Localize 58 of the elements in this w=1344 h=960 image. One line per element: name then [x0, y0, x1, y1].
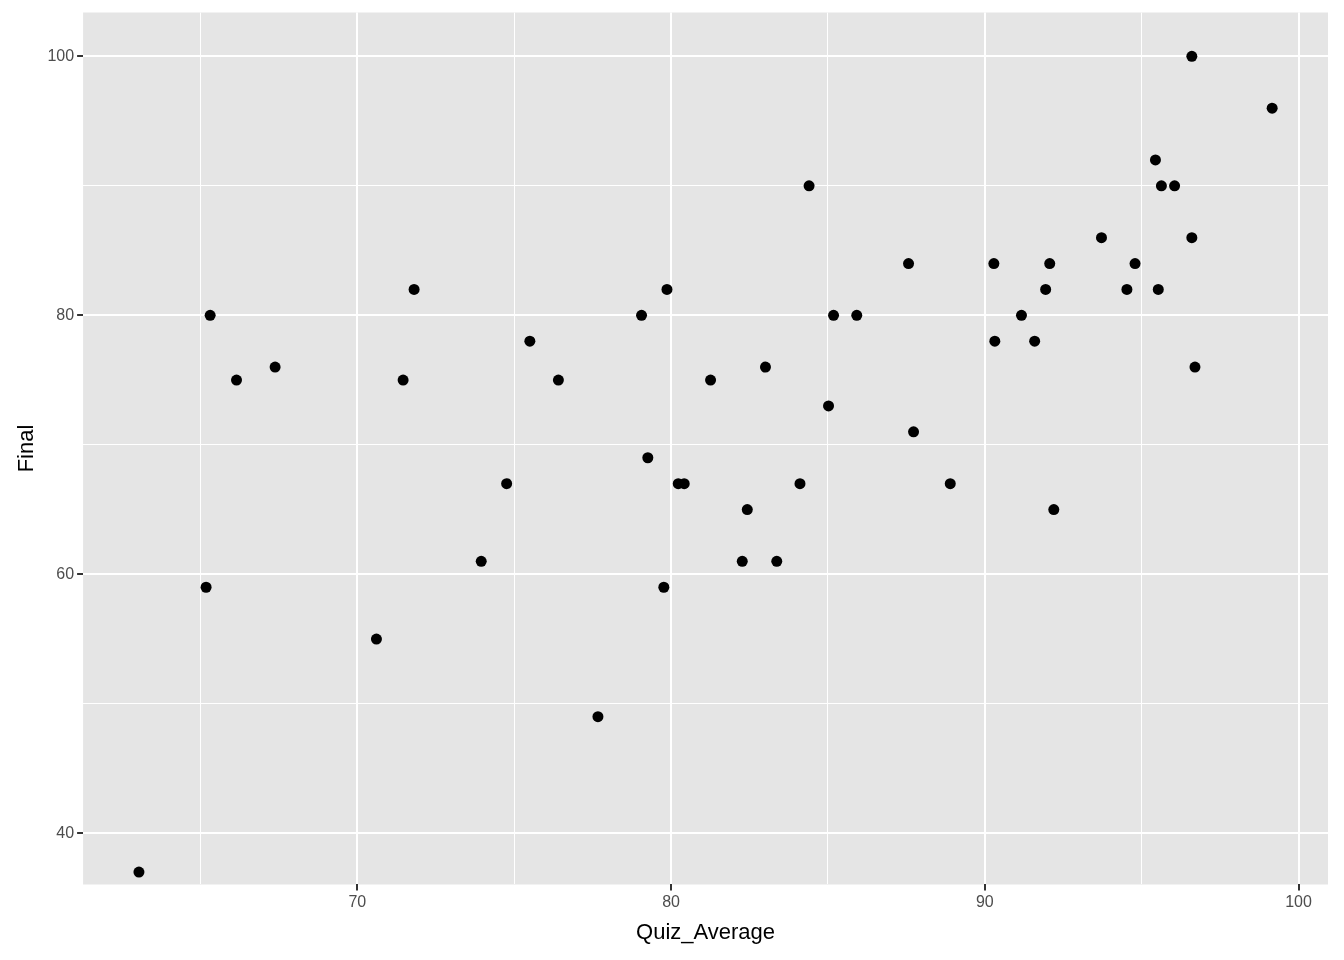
point — [741, 504, 753, 516]
point — [803, 180, 815, 192]
point — [1015, 309, 1027, 321]
point — [828, 309, 840, 321]
x-tick-label: 90 — [975, 893, 994, 911]
point — [1186, 50, 1198, 62]
point — [1129, 258, 1141, 270]
x-tick-label: 70 — [348, 893, 367, 911]
point — [642, 452, 654, 464]
point — [1152, 283, 1164, 295]
y-tick-label: 80 — [56, 305, 75, 323]
x-axis-title: Quiz_Average — [636, 918, 776, 944]
point — [269, 361, 281, 373]
point — [759, 361, 771, 373]
point — [1044, 258, 1056, 270]
point — [1186, 232, 1198, 244]
point — [200, 581, 212, 593]
y-tick-label: 40 — [56, 823, 75, 841]
point — [524, 335, 536, 347]
point — [794, 478, 806, 490]
y-axis-title: Final — [13, 424, 39, 473]
point — [903, 258, 915, 270]
x-tick-label: 100 — [1285, 893, 1312, 911]
point — [1040, 283, 1052, 295]
point — [908, 426, 920, 438]
point — [397, 374, 409, 386]
point — [944, 478, 956, 490]
point — [1189, 361, 1201, 373]
point — [370, 633, 382, 645]
point — [658, 581, 670, 593]
point — [636, 309, 648, 321]
point — [736, 555, 748, 567]
point — [771, 555, 783, 567]
x-tick-label: 80 — [662, 893, 681, 911]
point — [661, 283, 673, 295]
y-tick-label: 100 — [47, 46, 75, 64]
point — [475, 555, 487, 567]
point — [823, 400, 835, 412]
point — [705, 374, 717, 386]
point — [1029, 335, 1041, 347]
point — [851, 309, 863, 321]
point — [1169, 180, 1181, 192]
point — [204, 309, 216, 321]
point — [592, 711, 604, 723]
point — [501, 478, 513, 490]
point — [1149, 154, 1161, 166]
point — [1121, 283, 1133, 295]
point — [552, 374, 564, 386]
point — [1048, 504, 1060, 516]
point — [988, 258, 1000, 270]
point — [231, 374, 243, 386]
point — [1155, 180, 1167, 192]
point — [989, 335, 1001, 347]
point — [1095, 232, 1107, 244]
point — [408, 283, 420, 295]
y-tick-label: 60 — [56, 564, 75, 582]
point — [133, 866, 145, 878]
point — [1266, 102, 1278, 114]
